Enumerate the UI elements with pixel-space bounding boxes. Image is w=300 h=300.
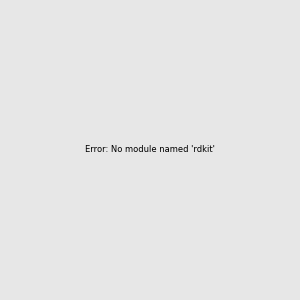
Text: Error: No module named 'rdkit': Error: No module named 'rdkit' [85, 146, 215, 154]
